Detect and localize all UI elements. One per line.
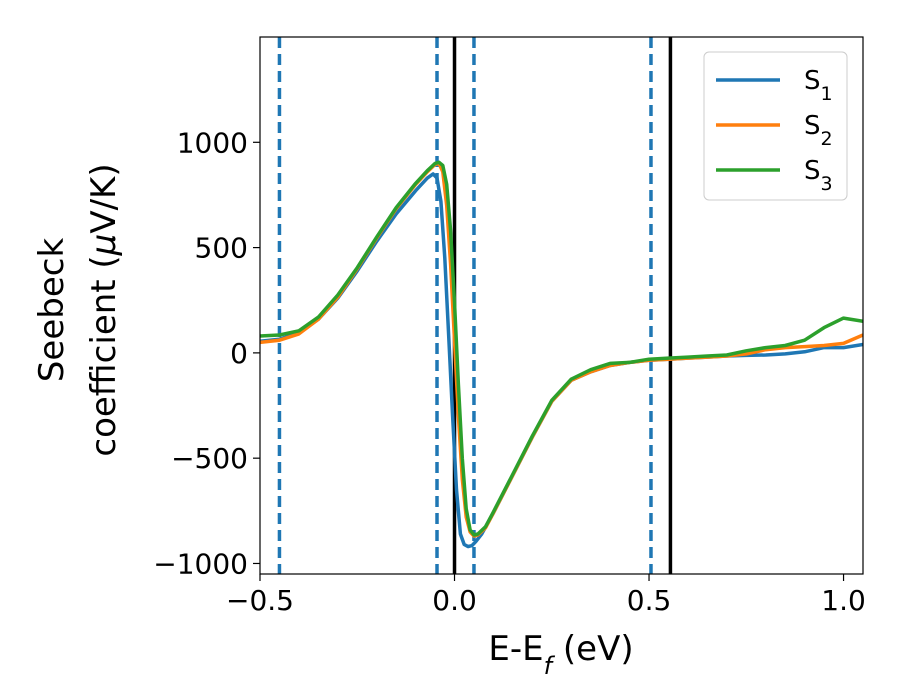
x-tick-label: −0.5 <box>226 584 294 617</box>
series-line-2 <box>260 161 863 538</box>
y-axis-label: Seebeck coefficient (μV/K) <box>32 163 124 456</box>
x-tick-label: 0.0 <box>432 584 477 617</box>
y-axis-label-line2: coefficient (μV/K) <box>84 163 124 456</box>
series-line-1 <box>260 172 863 549</box>
y-tick-label: −1000 <box>153 547 248 580</box>
y-tick-label: −500 <box>171 442 248 475</box>
x-axis-label: E-Ef (eV) <box>488 629 633 680</box>
plot-frame <box>259 36 864 575</box>
x-tick-label: 0.5 <box>627 584 672 617</box>
y-tick-label: 500 <box>195 232 248 265</box>
y-tick-label: 0 <box>230 337 248 370</box>
y-axis-label-line1: Seebeck <box>32 238 72 383</box>
x-tick-label: 1.0 <box>821 584 866 617</box>
y-tick-label: 1000 <box>177 126 248 159</box>
series-line-3 <box>260 160 863 537</box>
